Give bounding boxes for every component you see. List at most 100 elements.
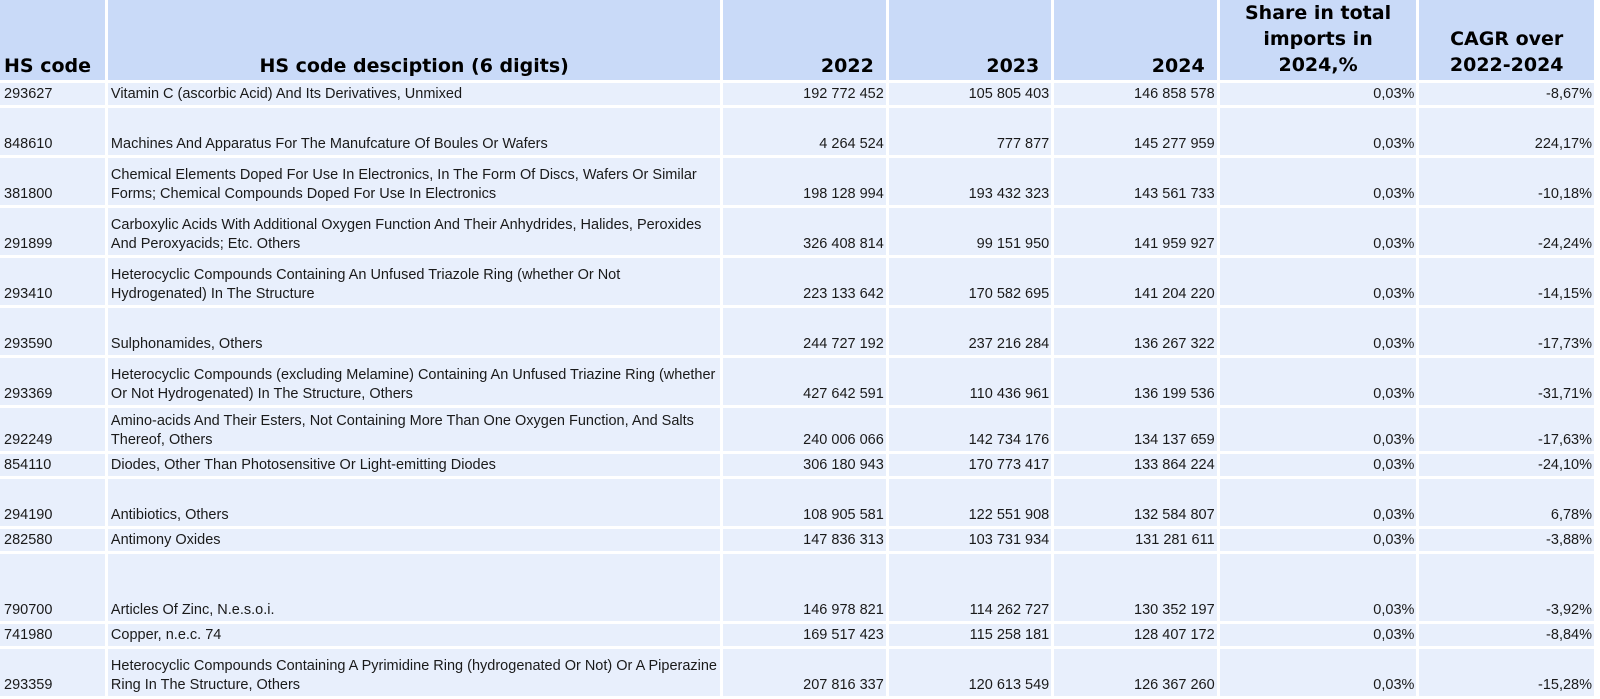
hs-description-cell[interactable]: Antibiotics, Others bbox=[107, 479, 721, 526]
value-2022-cell[interactable]: 146 978 821 bbox=[723, 554, 886, 621]
share-2024-cell[interactable]: 0,03% bbox=[1219, 108, 1417, 155]
value-2024-cell[interactable]: 136 199 536 bbox=[1054, 358, 1217, 405]
hs-description-cell[interactable]: Machines And Apparatus For The Manufcatu… bbox=[107, 108, 721, 155]
share-2024-cell[interactable]: 0,03% bbox=[1219, 649, 1417, 696]
cagr-cell[interactable]: -31,71% bbox=[1419, 358, 1594, 405]
value-2023-cell[interactable]: 114 262 727 bbox=[888, 554, 1052, 621]
hs-description-cell[interactable]: Heterocyclic Compounds Containing An Unf… bbox=[107, 258, 721, 305]
value-2023-cell[interactable]: 777 877 bbox=[888, 108, 1052, 155]
hs-code-cell[interactable]: 381800 bbox=[0, 158, 105, 205]
header-hs-code[interactable]: HS code bbox=[0, 0, 105, 80]
hs-code-cell[interactable]: 790700 bbox=[0, 554, 105, 621]
hs-code-cell[interactable]: 292249 bbox=[0, 408, 105, 451]
hs-description-cell[interactable]: Copper, n.e.c. 74 bbox=[107, 624, 721, 646]
value-2023-cell[interactable]: 120 613 549 bbox=[888, 649, 1052, 696]
value-2024-cell[interactable]: 141 959 927 bbox=[1054, 208, 1217, 255]
cagr-cell[interactable]: -8,84% bbox=[1419, 624, 1594, 646]
hs-description-cell[interactable]: Chemical Elements Doped For Use In Elect… bbox=[107, 158, 721, 205]
share-2024-cell[interactable]: 0,03% bbox=[1219, 158, 1417, 205]
cagr-cell[interactable]: -14,15% bbox=[1419, 258, 1594, 305]
value-2022-cell[interactable]: 207 816 337 bbox=[723, 649, 886, 696]
value-2024-cell[interactable]: 133 864 224 bbox=[1054, 454, 1217, 476]
share-2024-cell[interactable]: 0,03% bbox=[1219, 83, 1417, 105]
hs-description-cell[interactable]: Carboxylic Acids With Additional Oxygen … bbox=[107, 208, 721, 255]
cagr-cell[interactable]: -3,88% bbox=[1419, 529, 1594, 551]
value-2023-cell[interactable]: 115 258 181 bbox=[888, 624, 1052, 646]
value-2022-cell[interactable]: 198 128 994 bbox=[723, 158, 886, 205]
value-2022-cell[interactable]: 240 006 066 bbox=[723, 408, 886, 451]
share-2024-cell[interactable]: 0,03% bbox=[1219, 408, 1417, 451]
hs-description-cell[interactable]: Articles Of Zinc, N.e.s.o.i. bbox=[107, 554, 721, 621]
hs-code-cell[interactable]: 282580 bbox=[0, 529, 105, 551]
value-2024-cell[interactable]: 141 204 220 bbox=[1054, 258, 1217, 305]
cagr-cell[interactable]: -10,18% bbox=[1419, 158, 1594, 205]
share-2024-cell[interactable]: 0,03% bbox=[1219, 479, 1417, 526]
value-2023-cell[interactable]: 142 734 176 bbox=[888, 408, 1052, 451]
value-2024-cell[interactable]: 145 277 959 bbox=[1054, 108, 1217, 155]
value-2022-cell[interactable]: 108 905 581 bbox=[723, 479, 886, 526]
value-2024-cell[interactable]: 146 858 578 bbox=[1054, 83, 1217, 105]
value-2022-cell[interactable]: 4 264 524 bbox=[723, 108, 886, 155]
value-2024-cell[interactable]: 130 352 197 bbox=[1054, 554, 1217, 621]
cagr-cell[interactable]: -3,92% bbox=[1419, 554, 1594, 621]
cagr-cell[interactable]: -8,67% bbox=[1419, 83, 1594, 105]
share-2024-cell[interactable]: 0,03% bbox=[1219, 308, 1417, 355]
header-hs-description[interactable]: HS code desciption (6 digits) bbox=[107, 0, 721, 80]
cagr-cell[interactable]: -17,63% bbox=[1419, 408, 1594, 451]
value-2024-cell[interactable]: 126 367 260 bbox=[1054, 649, 1217, 696]
value-2024-cell[interactable]: 136 267 322 bbox=[1054, 308, 1217, 355]
header-2022[interactable]: 2022 bbox=[723, 0, 886, 80]
hs-code-cell[interactable]: 741980 bbox=[0, 624, 105, 646]
share-2024-cell[interactable]: 0,03% bbox=[1219, 529, 1417, 551]
hs-description-cell[interactable]: Heterocyclic Compounds (excluding Melami… bbox=[107, 358, 721, 405]
value-2024-cell[interactable]: 132 584 807 bbox=[1054, 479, 1217, 526]
value-2024-cell[interactable]: 131 281 611 bbox=[1054, 529, 1217, 551]
hs-code-cell[interactable]: 293369 bbox=[0, 358, 105, 405]
value-2024-cell[interactable]: 134 137 659 bbox=[1054, 408, 1217, 451]
value-2023-cell[interactable]: 170 773 417 bbox=[888, 454, 1052, 476]
value-2023-cell[interactable]: 170 582 695 bbox=[888, 258, 1052, 305]
header-share-2024[interactable]: Share in total imports in 2024,% bbox=[1219, 0, 1417, 80]
hs-description-cell[interactable]: Antimony Oxides bbox=[107, 529, 721, 551]
value-2023-cell[interactable]: 105 805 403 bbox=[888, 83, 1052, 105]
value-2024-cell[interactable]: 143 561 733 bbox=[1054, 158, 1217, 205]
share-2024-cell[interactable]: 0,03% bbox=[1219, 554, 1417, 621]
hs-description-cell[interactable]: Diodes, Other Than Photosensitive Or Lig… bbox=[107, 454, 721, 476]
share-2024-cell[interactable]: 0,03% bbox=[1219, 258, 1417, 305]
value-2023-cell[interactable]: 99 151 950 bbox=[888, 208, 1052, 255]
hs-code-cell[interactable]: 293410 bbox=[0, 258, 105, 305]
value-2022-cell[interactable]: 147 836 313 bbox=[723, 529, 886, 551]
value-2022-cell[interactable]: 192 772 452 bbox=[723, 83, 886, 105]
value-2024-cell[interactable]: 128 407 172 bbox=[1054, 624, 1217, 646]
value-2022-cell[interactable]: 244 727 192 bbox=[723, 308, 886, 355]
value-2023-cell[interactable]: 110 436 961 bbox=[888, 358, 1052, 405]
hs-description-cell[interactable]: Sulphonamides, Others bbox=[107, 308, 721, 355]
value-2023-cell[interactable]: 122 551 908 bbox=[888, 479, 1052, 526]
hs-code-cell[interactable]: 291899 bbox=[0, 208, 105, 255]
hs-code-cell[interactable]: 848610 bbox=[0, 108, 105, 155]
value-2023-cell[interactable]: 237 216 284 bbox=[888, 308, 1052, 355]
hs-code-cell[interactable]: 293590 bbox=[0, 308, 105, 355]
share-2024-cell[interactable]: 0,03% bbox=[1219, 358, 1417, 405]
hs-code-cell[interactable]: 293627 bbox=[0, 83, 105, 105]
cagr-cell[interactable]: -24,10% bbox=[1419, 454, 1594, 476]
value-2022-cell[interactable]: 326 408 814 bbox=[723, 208, 886, 255]
share-2024-cell[interactable]: 0,03% bbox=[1219, 208, 1417, 255]
header-2024[interactable]: 2024 bbox=[1054, 0, 1217, 80]
hs-description-cell[interactable]: Vitamin C (ascorbic Acid) And Its Deriva… bbox=[107, 83, 721, 105]
share-2024-cell[interactable]: 0,03% bbox=[1219, 624, 1417, 646]
header-2023[interactable]: 2023 bbox=[888, 0, 1052, 80]
cagr-cell[interactable]: 224,17% bbox=[1419, 108, 1594, 155]
value-2022-cell[interactable]: 223 133 642 bbox=[723, 258, 886, 305]
hs-code-cell[interactable]: 293359 bbox=[0, 649, 105, 696]
value-2023-cell[interactable]: 103 731 934 bbox=[888, 529, 1052, 551]
value-2022-cell[interactable]: 169 517 423 bbox=[723, 624, 886, 646]
cagr-cell[interactable]: -24,24% bbox=[1419, 208, 1594, 255]
hs-code-cell[interactable]: 294190 bbox=[0, 479, 105, 526]
value-2022-cell[interactable]: 427 642 591 bbox=[723, 358, 886, 405]
hs-description-cell[interactable]: Heterocyclic Compounds Containing A Pyri… bbox=[107, 649, 721, 696]
cagr-cell[interactable]: 6,78% bbox=[1419, 479, 1594, 526]
hs-code-cell[interactable]: 854110 bbox=[0, 454, 105, 476]
header-cagr[interactable]: CAGR over 2022-2024 bbox=[1419, 0, 1594, 80]
value-2022-cell[interactable]: 306 180 943 bbox=[723, 454, 886, 476]
